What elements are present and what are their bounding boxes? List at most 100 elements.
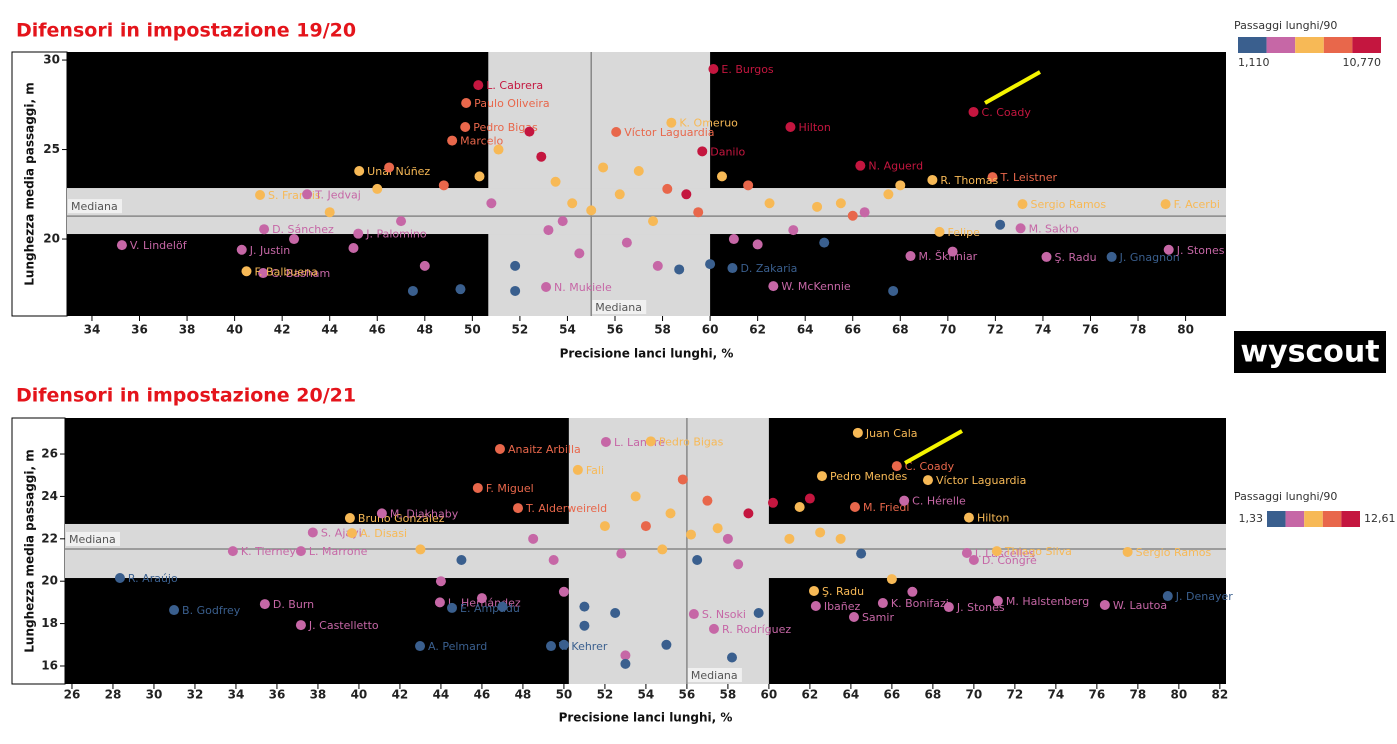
- median-label: Mediana: [69, 533, 116, 546]
- player-dot: [1015, 223, 1026, 234]
- x-tick-label: 34: [84, 323, 101, 337]
- player-dot: [536, 151, 547, 162]
- player-dot: [376, 508, 387, 519]
- legend-swatch: [1267, 511, 1286, 527]
- player-dot: [476, 593, 487, 604]
- player-dot: [541, 282, 552, 293]
- legend-min: 1,33: [1239, 512, 1264, 525]
- player-label: J. Stones: [956, 601, 1005, 614]
- player-label: L. Cabrera: [486, 79, 543, 92]
- player-dot: [614, 189, 625, 200]
- y-tick-label: 30: [43, 53, 60, 67]
- player-dot: [640, 521, 651, 532]
- player-label: Thiago Silva: [1004, 545, 1072, 558]
- player-label: E. Burgos: [721, 63, 774, 76]
- legend-swatch: [1304, 511, 1323, 527]
- player-label: J. Justin: [249, 244, 291, 257]
- player-dot: [899, 495, 910, 506]
- x-tick-label: 56: [607, 323, 624, 337]
- x-tick-label: 78: [1130, 688, 1147, 702]
- player-dot: [727, 263, 738, 274]
- x-tick-label: 74: [1035, 323, 1052, 337]
- x-tick-label: 60: [761, 688, 778, 702]
- player-dot: [548, 555, 559, 566]
- x-tick-label: 40: [226, 323, 243, 337]
- player-label: M. Friedl: [863, 501, 909, 514]
- charts: Difensori in impostazione 19/20 Mediana Me…: [11, 19, 1396, 725]
- legend-swatch: [1285, 511, 1305, 527]
- chart-title: Difensori in impostazione 20/21: [16, 385, 356, 407]
- player-label: S. Nsoki: [702, 608, 746, 621]
- player-dot: [859, 207, 870, 218]
- player-dot: [1041, 251, 1052, 262]
- x-tick-label: 52: [597, 688, 614, 702]
- player-dot: [169, 605, 180, 616]
- legend-swatch: [1238, 37, 1267, 53]
- player-dot: [835, 198, 846, 209]
- x-tick-label: 28: [105, 688, 122, 702]
- x-tick-label: 82: [1211, 688, 1228, 702]
- player-dot: [415, 544, 426, 555]
- player-dot: [991, 546, 1002, 557]
- player-dot: [652, 260, 663, 271]
- x-tick-label: 26: [64, 688, 81, 702]
- player-dot: [849, 502, 860, 513]
- player-label: Hilton: [798, 121, 830, 134]
- player-label: Ş. Radu: [1055, 251, 1097, 264]
- player-dot: [348, 242, 359, 253]
- player-dot: [688, 609, 699, 620]
- player-dot: [856, 548, 867, 559]
- player-dot: [419, 260, 430, 271]
- player-label: Pedro Mendes: [830, 470, 907, 483]
- median-label-bg: [68, 199, 122, 214]
- median-label-bg: [66, 531, 120, 546]
- player-dot: [693, 207, 704, 218]
- x-tick-label: 72: [987, 323, 1004, 337]
- player-dot: [227, 546, 238, 557]
- player-dot: [819, 237, 830, 248]
- player-dot: [460, 121, 471, 132]
- player-dot: [1099, 599, 1110, 610]
- player-dot: [665, 508, 676, 519]
- player-label: K. Omeruo: [679, 117, 738, 130]
- player-dot: [494, 443, 505, 454]
- player-dot: [947, 246, 958, 257]
- player-dot: [346, 528, 357, 539]
- player-dot: [447, 135, 458, 146]
- x-tick-label: 80: [1177, 323, 1194, 337]
- x-tick-label: 72: [1007, 688, 1024, 702]
- player-dot: [620, 650, 631, 661]
- x-tick-label: 38: [310, 688, 327, 702]
- x-tick-label: 46: [369, 323, 386, 337]
- player-dot: [705, 259, 716, 270]
- x-tick-label: 36: [269, 688, 286, 702]
- player-dot: [661, 639, 672, 650]
- player-dot: [510, 285, 521, 296]
- player-dot: [384, 162, 395, 173]
- x-tick-label: 66: [884, 688, 901, 702]
- legend-max: 12,61: [1364, 512, 1396, 525]
- player-dot: [722, 533, 733, 544]
- y-axis-label: Lunghezza media passaggi, m: [23, 82, 37, 285]
- player-label: Samir: [862, 611, 894, 624]
- player-dot: [716, 171, 727, 182]
- y-tick-label: 18: [41, 616, 58, 630]
- legend-max: 10,770: [1343, 56, 1382, 69]
- player-label: L. Landre: [614, 436, 665, 449]
- median-label-bg: [592, 300, 647, 314]
- player-label: M. Škriniar: [919, 250, 978, 263]
- x-tick-label: 64: [843, 688, 860, 702]
- player-label: C. Coady: [905, 460, 955, 473]
- player-label: D. Sánchez: [272, 223, 334, 236]
- player-dot: [752, 239, 763, 250]
- player-dot: [415, 641, 426, 652]
- player-dot: [599, 521, 610, 532]
- player-dot: [630, 491, 641, 502]
- player-label: Sergio Ramos: [1136, 546, 1212, 559]
- player-label: A. Disasi: [360, 527, 407, 540]
- x-tick-label: 48: [515, 688, 532, 702]
- y-tick-label: 22: [41, 531, 58, 545]
- player-dot: [1160, 199, 1171, 210]
- player-label: F. Miguel: [486, 482, 534, 495]
- chart: Difensori in impostazione 20/21 Mediana Me…: [11, 385, 1396, 725]
